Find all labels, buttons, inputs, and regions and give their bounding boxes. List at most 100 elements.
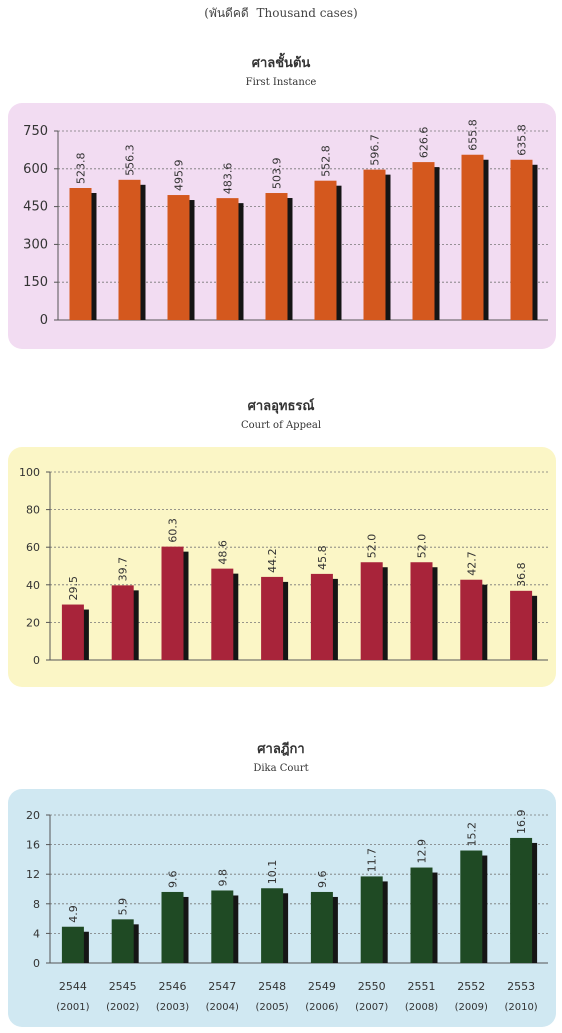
x-tick-label-ce: (2003) <box>156 1002 189 1013</box>
bar <box>211 568 234 660</box>
y-tick-label: 300 <box>23 237 48 252</box>
data-label: 52.0 <box>416 534 429 559</box>
data-label: 523.8 <box>75 153 88 185</box>
bar <box>211 890 234 963</box>
data-label: 52.0 <box>366 534 379 559</box>
data-label: 44.2 <box>266 548 279 573</box>
chart-title-th: ศาลชั้นต้น <box>251 56 311 71</box>
bar <box>410 867 433 963</box>
bar <box>360 562 383 660</box>
data-label: 552.8 <box>320 145 333 177</box>
chart-title-th: ศาลฎีกา <box>257 742 305 757</box>
y-tick-label: 20 <box>26 809 40 822</box>
unit-thai: (พันดีคดี <box>204 6 249 20</box>
x-tick-label-ce: (2001) <box>56 1002 89 1013</box>
bar-chart: 0 150 300 450 600 750 523.8 556.3 495.9 483.6 503.… <box>23 119 548 328</box>
y-tick-label: 12 <box>26 868 40 881</box>
data-label: 556.3 <box>124 144 137 176</box>
x-tick-label-ce: (2005) <box>255 1002 288 1013</box>
data-label: 42.7 <box>465 551 478 576</box>
bar <box>410 562 433 660</box>
bar <box>360 876 383 963</box>
data-label: 45.8 <box>316 545 329 570</box>
data-label: 9.8 <box>216 869 229 887</box>
bar <box>69 188 92 320</box>
bar <box>265 193 288 320</box>
x-tick-label-ce: (2006) <box>305 1002 338 1013</box>
bar <box>161 546 184 660</box>
bar <box>460 850 483 963</box>
y-tick-label: 8 <box>33 898 40 911</box>
data-label: 29.5 <box>67 576 80 601</box>
x-tick-label-ce: (2010) <box>504 1002 537 1013</box>
data-label: 12.9 <box>416 839 429 864</box>
y-tick-label: 4 <box>33 927 40 940</box>
chart-title-en: First Instance <box>245 77 317 88</box>
bar-chart: 0 20 40 60 80 100 29.5 39.7 60.3 48.6 44.2 45.8 52.0… <box>19 466 548 667</box>
bar <box>111 585 134 660</box>
bar <box>310 891 333 963</box>
data-label: 9.6 <box>167 870 180 888</box>
y-tick-label: 750 <box>23 124 48 139</box>
bar <box>118 179 141 320</box>
unit-en: Thousand cases) <box>256 6 358 20</box>
x-tick-label-year: 2548 <box>258 980 286 993</box>
y-tick-label: 0 <box>33 654 40 667</box>
bar <box>314 180 337 320</box>
y-tick-label: 0 <box>33 957 40 970</box>
x-tick-label-ce: (2007) <box>355 1002 388 1013</box>
data-label: 495.9 <box>173 160 186 192</box>
bar <box>261 888 284 963</box>
data-label: 635.8 <box>516 124 529 156</box>
y-tick-label: 100 <box>19 466 40 479</box>
unit-header: (พันดีคดี Thousand cases) <box>0 4 562 23</box>
chart-panel: 0 150 300 450 600 750 523.8 556.3 495.9 483.6 503.… <box>8 103 556 349</box>
data-label: 48.6 <box>216 540 229 565</box>
y-tick-label: 60 <box>26 541 40 554</box>
data-label: 9.6 <box>316 870 329 888</box>
data-label: 60.3 <box>167 518 180 543</box>
x-tick-label-year: 2547 <box>208 980 236 993</box>
bar <box>412 162 435 320</box>
y-tick-label: 20 <box>26 616 40 629</box>
bar <box>363 169 386 320</box>
chart-panel: 0 20 40 60 80 100 29.5 39.7 60.3 48.6 44.2 45.8 52.0… <box>8 447 556 687</box>
y-tick-label: 80 <box>26 504 40 517</box>
y-tick-label: 16 <box>26 839 40 852</box>
bar <box>161 891 184 963</box>
data-label: 36.8 <box>515 562 528 587</box>
x-tick-label-year: 2553 <box>507 980 535 993</box>
y-tick-label: 40 <box>26 579 40 592</box>
bar <box>461 154 484 320</box>
bar <box>61 604 84 660</box>
chart-title-th: ศาลอุทธรณ์ <box>247 399 315 414</box>
bar <box>510 159 533 320</box>
bar <box>111 919 134 963</box>
data-label: 10.1 <box>266 860 279 885</box>
data-label: 655.8 <box>467 119 480 151</box>
x-tick-label-ce: (2009) <box>455 1002 488 1013</box>
y-tick-label: 150 <box>23 275 48 290</box>
bar <box>510 837 533 963</box>
bar <box>460 579 483 660</box>
bar <box>261 576 284 660</box>
x-tick-label-year: 2550 <box>358 980 386 993</box>
x-tick-label-year: 2545 <box>109 980 137 993</box>
x-tick-label-year: 2551 <box>408 980 436 993</box>
data-label: 626.6 <box>418 127 431 159</box>
x-tick-label-year: 2546 <box>159 980 187 993</box>
y-tick-label: 600 <box>23 162 48 177</box>
x-tick-label-ce: (2002) <box>106 1002 139 1013</box>
data-label: 596.7 <box>369 134 382 166</box>
bar <box>510 590 533 660</box>
data-label: 39.7 <box>117 557 130 582</box>
data-label: 4.9 <box>67 905 80 923</box>
data-label: 483.6 <box>222 163 235 195</box>
data-label: 503.9 <box>271 158 284 190</box>
bar-chart: 0 4 8 12 16 20 4.9 5.9 9.6 9.8 10.1 9.6 11.7 12.9 15.2… <box>26 809 548 1013</box>
x-tick-label-year: 2552 <box>457 980 485 993</box>
data-label: 11.7 <box>366 848 379 873</box>
bar <box>216 198 239 320</box>
chart-panel: 0 4 8 12 16 20 4.9 5.9 9.6 9.8 10.1 9.6 11.7 12.9 15.2… <box>8 789 556 1027</box>
bar <box>310 573 333 660</box>
